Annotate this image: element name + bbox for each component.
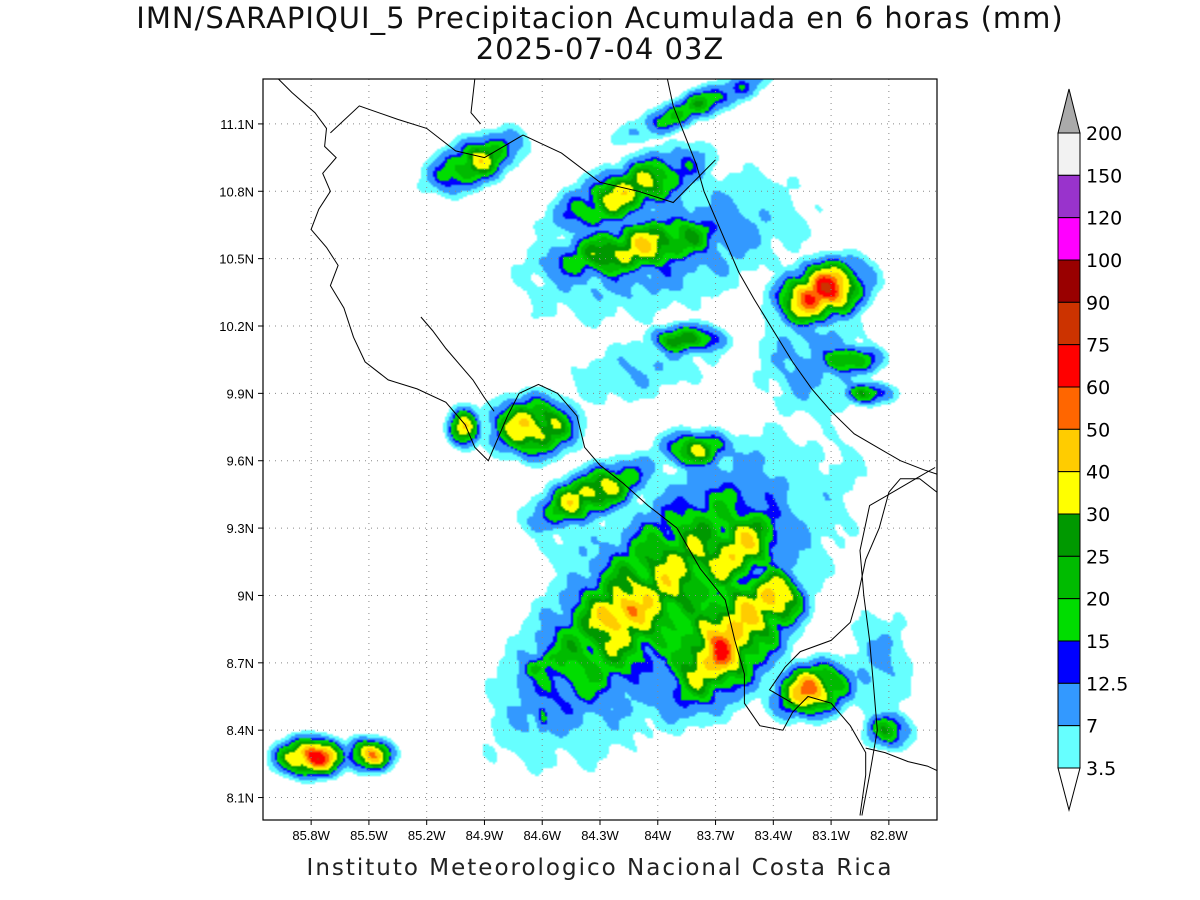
colorbar-label: 7 bbox=[1086, 716, 1098, 738]
colorbar-swatch bbox=[1057, 640, 1081, 684]
colorbar-swatch bbox=[1057, 555, 1081, 600]
country-border bbox=[330, 105, 716, 204]
colorbar-label: 30 bbox=[1086, 504, 1110, 526]
colorbar-legend: 200 150 120 100 90 75 60 50 40 30 25 20 15 12.5 7 3.5 bbox=[1057, 88, 1128, 812]
colorbar-label: 25 bbox=[1086, 546, 1110, 568]
lon-tick-label: 84.9W bbox=[466, 828, 504, 843]
latitude-axis: 11.1N 10.8N 10.5N 10.2N 9.9N 9.6N 9.3N 9N 8.7N 8.… bbox=[219, 117, 263, 806]
lon-tick-label: 83.4W bbox=[755, 828, 793, 843]
longitude-axis: 85.8W 85.5W 85.2W 84.9W 84.6W 84.3W 84W 83.7W 83… bbox=[292, 820, 908, 843]
colorbar-swatch bbox=[1057, 682, 1081, 727]
colorbar-top-arrow bbox=[1057, 88, 1081, 134]
lat-tick-label: 10.2N bbox=[219, 319, 254, 334]
lat-tick-label: 9.6N bbox=[227, 454, 254, 469]
precipitation-field bbox=[263, 79, 937, 820]
colorbar-label: 20 bbox=[1086, 589, 1110, 611]
colorbar-label: 150 bbox=[1086, 165, 1122, 187]
footer-credit: Instituto Meteorologico Nacional Costa R… bbox=[306, 855, 894, 881]
colorbar-swatch bbox=[1057, 217, 1081, 261]
colorbar-swatch bbox=[1057, 132, 1081, 176]
coastline bbox=[666, 79, 937, 475]
coastline bbox=[278, 79, 867, 816]
colorbar-swatch bbox=[1057, 725, 1081, 769]
lat-tick-label: 10.5N bbox=[219, 252, 254, 267]
colorbar-label: 120 bbox=[1086, 208, 1122, 230]
colorbar-swatch bbox=[1057, 174, 1081, 219]
graticule bbox=[263, 79, 937, 820]
lat-tick-label: 9N bbox=[237, 588, 254, 603]
lon-tick-label: 82.8W bbox=[870, 828, 908, 843]
coastline bbox=[865, 747, 937, 772]
colorbar-swatch bbox=[1057, 259, 1081, 303]
lat-tick-label: 8.1N bbox=[227, 791, 254, 806]
coastlines bbox=[278, 79, 937, 816]
lat-tick-label: 9.3N bbox=[227, 521, 254, 536]
colorbar-swatch bbox=[1057, 301, 1081, 346]
colorbar-swatch bbox=[1057, 344, 1081, 388]
lat-tick-label: 10.8N bbox=[219, 184, 254, 199]
coastline bbox=[470, 79, 481, 125]
lon-tick-label: 84W bbox=[644, 828, 671, 843]
lon-tick-label: 83.1W bbox=[812, 828, 850, 843]
colorbar-label: 100 bbox=[1086, 250, 1122, 272]
colorbar-label: 200 bbox=[1086, 123, 1122, 145]
colorbar-label: 90 bbox=[1086, 292, 1110, 314]
map-subtitle-date: 2025-07-04 03Z bbox=[475, 32, 725, 66]
colorbar-swatch bbox=[1057, 513, 1081, 557]
lon-tick-label: 84.6W bbox=[523, 828, 561, 843]
colorbar-label: 50 bbox=[1086, 419, 1110, 441]
colorbar-label: 60 bbox=[1086, 377, 1110, 399]
colorbar-swatch bbox=[1057, 471, 1081, 515]
lat-tick-label: 8.4N bbox=[227, 723, 254, 738]
coastline bbox=[768, 478, 937, 704]
colorbar-swatch bbox=[1057, 428, 1081, 473]
colorbar-label: 75 bbox=[1086, 335, 1110, 357]
lon-tick-label: 85.5W bbox=[350, 828, 388, 843]
lon-tick-label: 85.8W bbox=[292, 828, 330, 843]
colorbar-label: 3.5 bbox=[1086, 758, 1116, 780]
lon-tick-label: 85.2W bbox=[408, 828, 446, 843]
lat-tick-label: 9.9N bbox=[227, 386, 254, 401]
lat-tick-label: 8.7N bbox=[227, 656, 254, 671]
lon-tick-label: 84.3W bbox=[581, 828, 619, 843]
coastline bbox=[420, 316, 495, 412]
map-title: IMN/SARAPIQUI_5 Precipitacion Acumulada … bbox=[136, 1, 1064, 35]
colorbar-label: 15 bbox=[1086, 631, 1110, 653]
colorbar-swatch bbox=[1057, 386, 1081, 430]
lon-tick-label: 83.7W bbox=[697, 828, 735, 843]
colorbar-swatch bbox=[1057, 598, 1081, 642]
colorbar-label: 12.5 bbox=[1086, 673, 1128, 695]
lat-tick-label: 11.1N bbox=[220, 117, 254, 132]
colorbar-bottom-arrow bbox=[1057, 767, 1081, 812]
country-border bbox=[859, 467, 936, 816]
colorbar-label: 40 bbox=[1086, 462, 1110, 484]
